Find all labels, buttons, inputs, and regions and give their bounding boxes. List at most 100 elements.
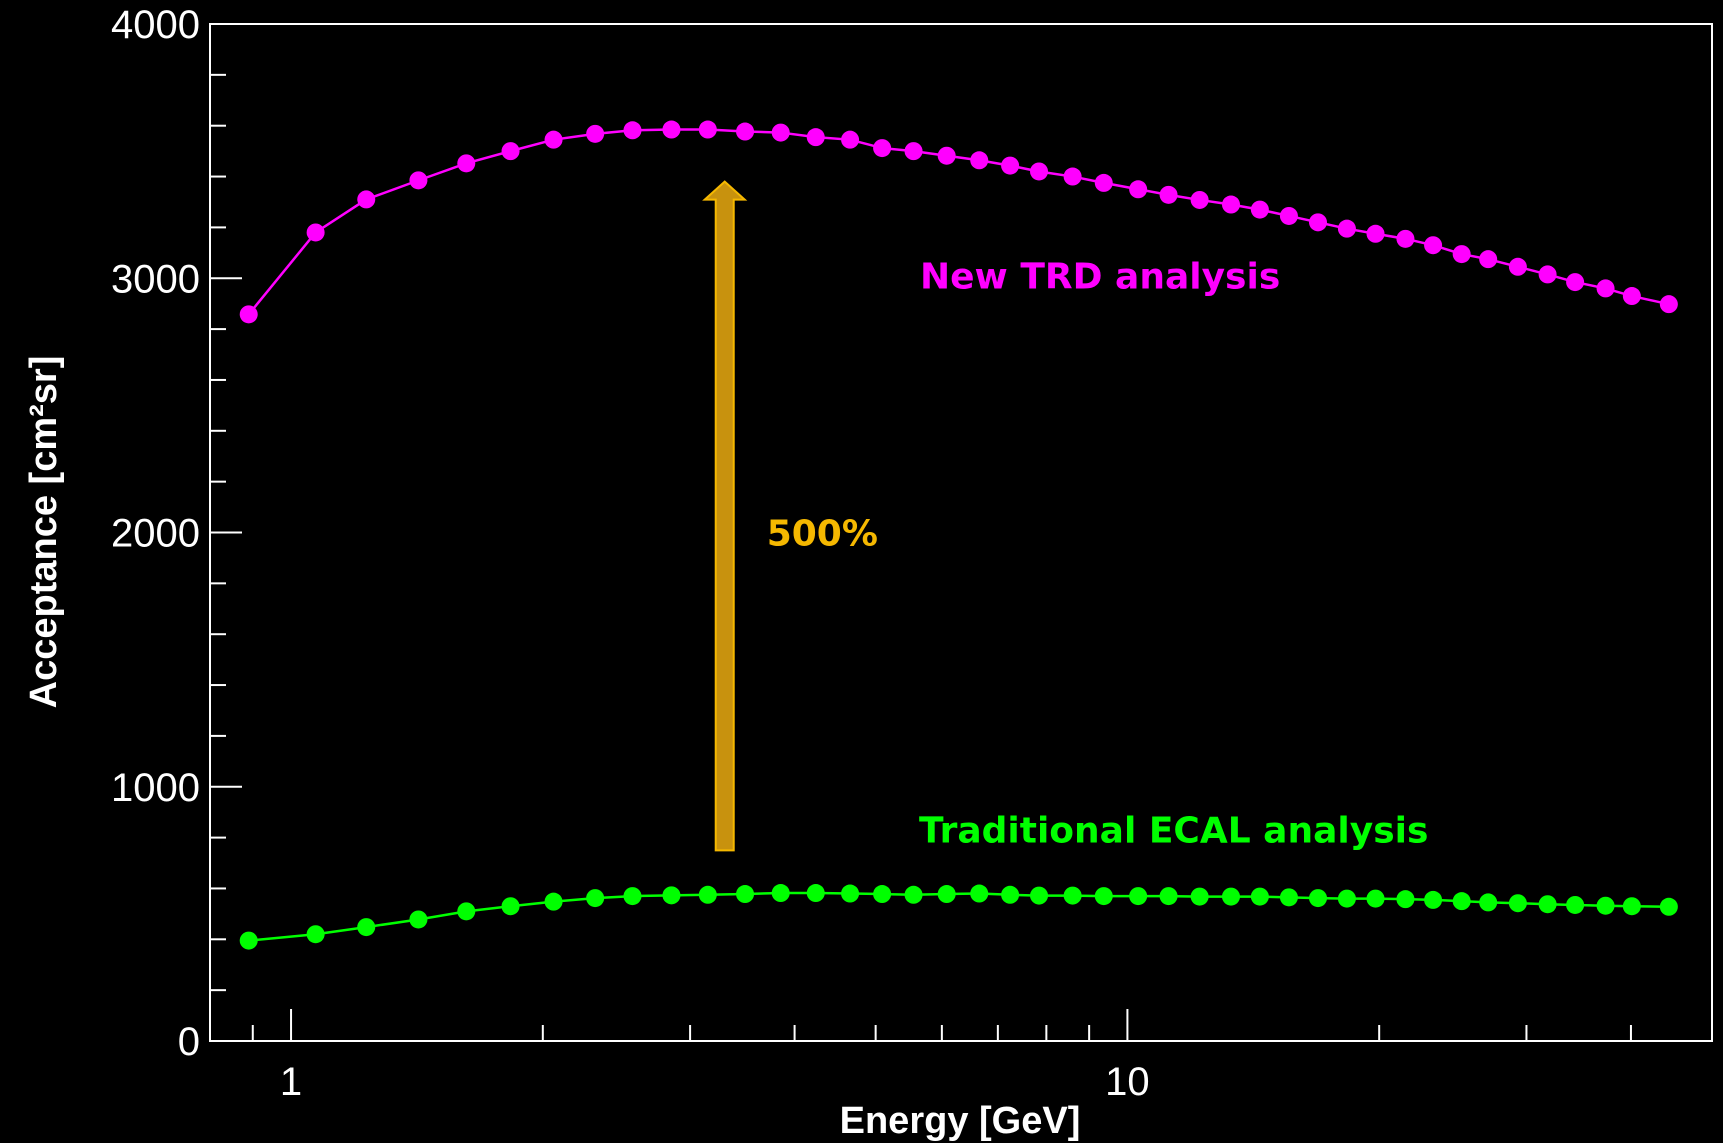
growth-label: 500% — [767, 514, 878, 555]
data-point — [239, 931, 258, 950]
data-point — [1659, 295, 1678, 314]
y-tick-label: 1000 — [111, 766, 200, 810]
data-point — [1538, 265, 1557, 284]
data-point — [1479, 893, 1498, 912]
data-point — [1063, 167, 1082, 186]
data-point — [586, 889, 605, 908]
data-point — [873, 885, 892, 904]
data-point — [698, 120, 717, 139]
data-point — [1094, 173, 1113, 192]
data-point — [771, 884, 790, 903]
data-point — [501, 142, 520, 161]
data-point — [1159, 887, 1178, 906]
data-point — [239, 305, 258, 324]
data-point — [736, 885, 755, 904]
data-point — [771, 123, 790, 142]
series-label-traditional-ecal: Traditional ECAL analysis — [919, 811, 1428, 852]
data-point — [1622, 287, 1641, 306]
y-tick-label: 2000 — [111, 512, 200, 556]
data-point — [1221, 887, 1240, 906]
data-point — [841, 884, 860, 903]
series-layer — [239, 120, 1678, 950]
data-point — [1001, 156, 1020, 175]
data-point — [544, 130, 563, 149]
data-point — [1479, 250, 1498, 269]
data-point — [1221, 195, 1240, 214]
data-point — [1001, 885, 1020, 904]
data-point — [1396, 229, 1415, 248]
data-point — [662, 120, 681, 139]
x-tick-label: 1 — [280, 1060, 302, 1104]
data-point — [1566, 273, 1585, 292]
data-point — [623, 121, 642, 140]
data-point — [1452, 245, 1471, 264]
data-point — [841, 130, 860, 149]
data-point — [1063, 886, 1082, 905]
data-point — [1596, 896, 1615, 915]
data-point — [736, 122, 755, 141]
data-point — [409, 171, 428, 190]
data-point — [306, 925, 325, 944]
data-point — [586, 124, 605, 143]
data-point — [1094, 887, 1113, 906]
data-point — [1279, 206, 1298, 225]
data-point — [1424, 890, 1443, 909]
series-0 — [239, 120, 1678, 324]
series-label-new-trd: New TRD analysis — [920, 256, 1280, 297]
data-point — [1424, 236, 1443, 255]
data-point — [1337, 889, 1356, 908]
data-point — [904, 885, 923, 904]
data-point — [1309, 213, 1328, 232]
y-tick-label: 4000 — [111, 3, 200, 47]
data-point — [937, 885, 956, 904]
growth-arrow — [702, 180, 748, 852]
data-point — [544, 892, 563, 911]
data-point — [1250, 200, 1269, 219]
data-point — [457, 154, 476, 173]
data-point — [1030, 162, 1049, 181]
data-point — [1129, 887, 1148, 906]
x-tick-label: 10 — [1105, 1060, 1150, 1104]
data-point — [1566, 895, 1585, 914]
data-point — [904, 142, 923, 161]
y-tick-label: 0 — [178, 1020, 200, 1064]
data-point — [1030, 886, 1049, 905]
data-point — [806, 884, 825, 903]
axis-ticks — [209, 23, 1713, 1042]
data-point — [501, 897, 520, 916]
data-point — [1538, 895, 1557, 914]
data-point — [1659, 897, 1678, 916]
annotation-layer: 500% — [702, 180, 878, 852]
data-point — [1279, 888, 1298, 907]
data-point — [937, 146, 956, 165]
data-point — [1366, 889, 1385, 908]
data-point — [306, 223, 325, 242]
data-point — [1508, 894, 1527, 913]
data-point — [970, 884, 989, 903]
data-point — [1396, 890, 1415, 909]
x-axis-title: Energy [GeV] — [840, 1100, 1081, 1142]
data-point — [970, 151, 989, 170]
data-point — [457, 902, 476, 921]
data-point — [1190, 887, 1209, 906]
data-point — [623, 887, 642, 906]
data-point — [662, 886, 681, 905]
data-point — [1129, 180, 1148, 199]
data-point — [409, 910, 428, 929]
y-axis-title: Acceptance [cm²sr] — [23, 356, 65, 709]
series-1 — [239, 884, 1678, 950]
data-point — [873, 139, 892, 158]
data-point — [1190, 190, 1209, 209]
data-point — [357, 918, 376, 937]
data-point — [1250, 887, 1269, 906]
data-point — [1596, 279, 1615, 298]
data-point — [1508, 257, 1527, 276]
data-point — [1309, 889, 1328, 908]
data-point — [1337, 219, 1356, 238]
data-point — [1622, 897, 1641, 916]
data-point — [357, 190, 376, 209]
data-point — [698, 885, 717, 904]
axis-tick-labels: 0 1000 2000 3000 4000 1 10 — [111, 3, 1150, 1104]
